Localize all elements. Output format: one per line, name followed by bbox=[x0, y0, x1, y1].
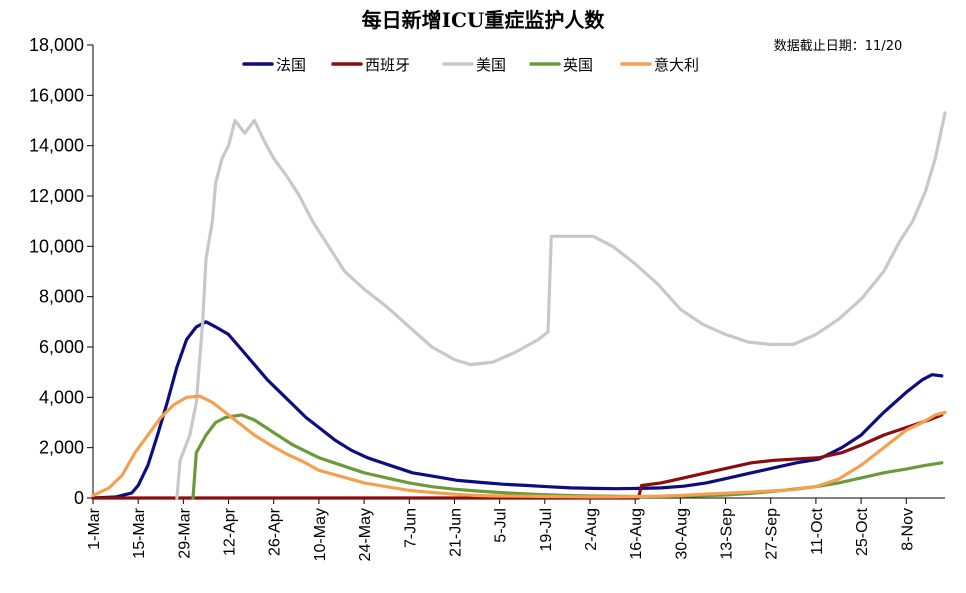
x-tick-label: 11-Oct bbox=[809, 507, 826, 554]
y-tick-label: 14,000 bbox=[29, 136, 84, 156]
x-tick-label: 16-Aug bbox=[628, 508, 645, 560]
y-tick-label: 0 bbox=[74, 488, 84, 508]
x-tick-label: 30-Aug bbox=[673, 508, 690, 560]
plot-lines bbox=[91, 111, 947, 500]
y-tick-label: 2,000 bbox=[39, 438, 84, 458]
x-tick-label: 26-Apr bbox=[267, 507, 284, 556]
chart-title: 每日新增ICU重症监护人数 bbox=[362, 8, 606, 32]
legend-label: 英国 bbox=[563, 56, 593, 74]
x-tick-label: 8-Nov bbox=[899, 508, 916, 551]
x-tick-label: 24-May bbox=[357, 508, 374, 561]
series-line-2 bbox=[91, 413, 944, 500]
x-tick-label: 29-Mar bbox=[176, 507, 193, 558]
x-tick-label: 12-Apr bbox=[222, 507, 239, 556]
y-tick-label: 18,000 bbox=[29, 35, 84, 55]
series-line-5 bbox=[91, 394, 947, 499]
y-tick-label: 12,000 bbox=[29, 186, 84, 206]
y-tick-label: 4,000 bbox=[39, 387, 84, 407]
series-line-1 bbox=[91, 320, 944, 500]
legend-label: 法国 bbox=[276, 56, 306, 74]
x-tick-label: 15-Mar bbox=[131, 507, 148, 558]
x-tick-label: 25-Oct bbox=[854, 507, 871, 556]
x-tick-label: 10-May bbox=[312, 508, 329, 561]
x-tick-label: 19-Jul bbox=[538, 508, 555, 552]
series-line-3 bbox=[175, 111, 947, 500]
legend-label: 美国 bbox=[476, 56, 506, 74]
x-tick-label: 1-Mar bbox=[86, 507, 103, 549]
x-tick-label: 2-Aug bbox=[583, 508, 600, 551]
x-tick-label: 5-Jul bbox=[493, 508, 510, 543]
y-tick-label: 6,000 bbox=[39, 337, 84, 357]
y-tick-label: 16,000 bbox=[29, 85, 84, 105]
y-axis: 0 2,000 4,000 6,000 8,000 10,000 12,000 14,000 1… bbox=[29, 35, 94, 508]
y-tick-label: 8,000 bbox=[39, 287, 84, 307]
x-tick-label: 21-Jun bbox=[447, 508, 464, 557]
legend-label: 西班牙 bbox=[365, 56, 410, 74]
x-axis: 1-Mar 15-Mar 29-Mar 12-Apr 26-Apr 10-May 24-Ma… bbox=[86, 497, 945, 561]
y-tick-label: 10,000 bbox=[29, 236, 84, 256]
x-tick-label: 27-Sep bbox=[764, 508, 781, 560]
legend-label: 意大利 bbox=[654, 56, 699, 74]
x-tick-label: 7-Jun bbox=[402, 508, 419, 548]
data-cutoff-note: 数据截止日期：11/20 bbox=[774, 39, 902, 54]
legend: 法国 西班牙 美国 英国 意大利 bbox=[242, 56, 699, 74]
x-tick-label: 13-Sep bbox=[719, 508, 736, 560]
